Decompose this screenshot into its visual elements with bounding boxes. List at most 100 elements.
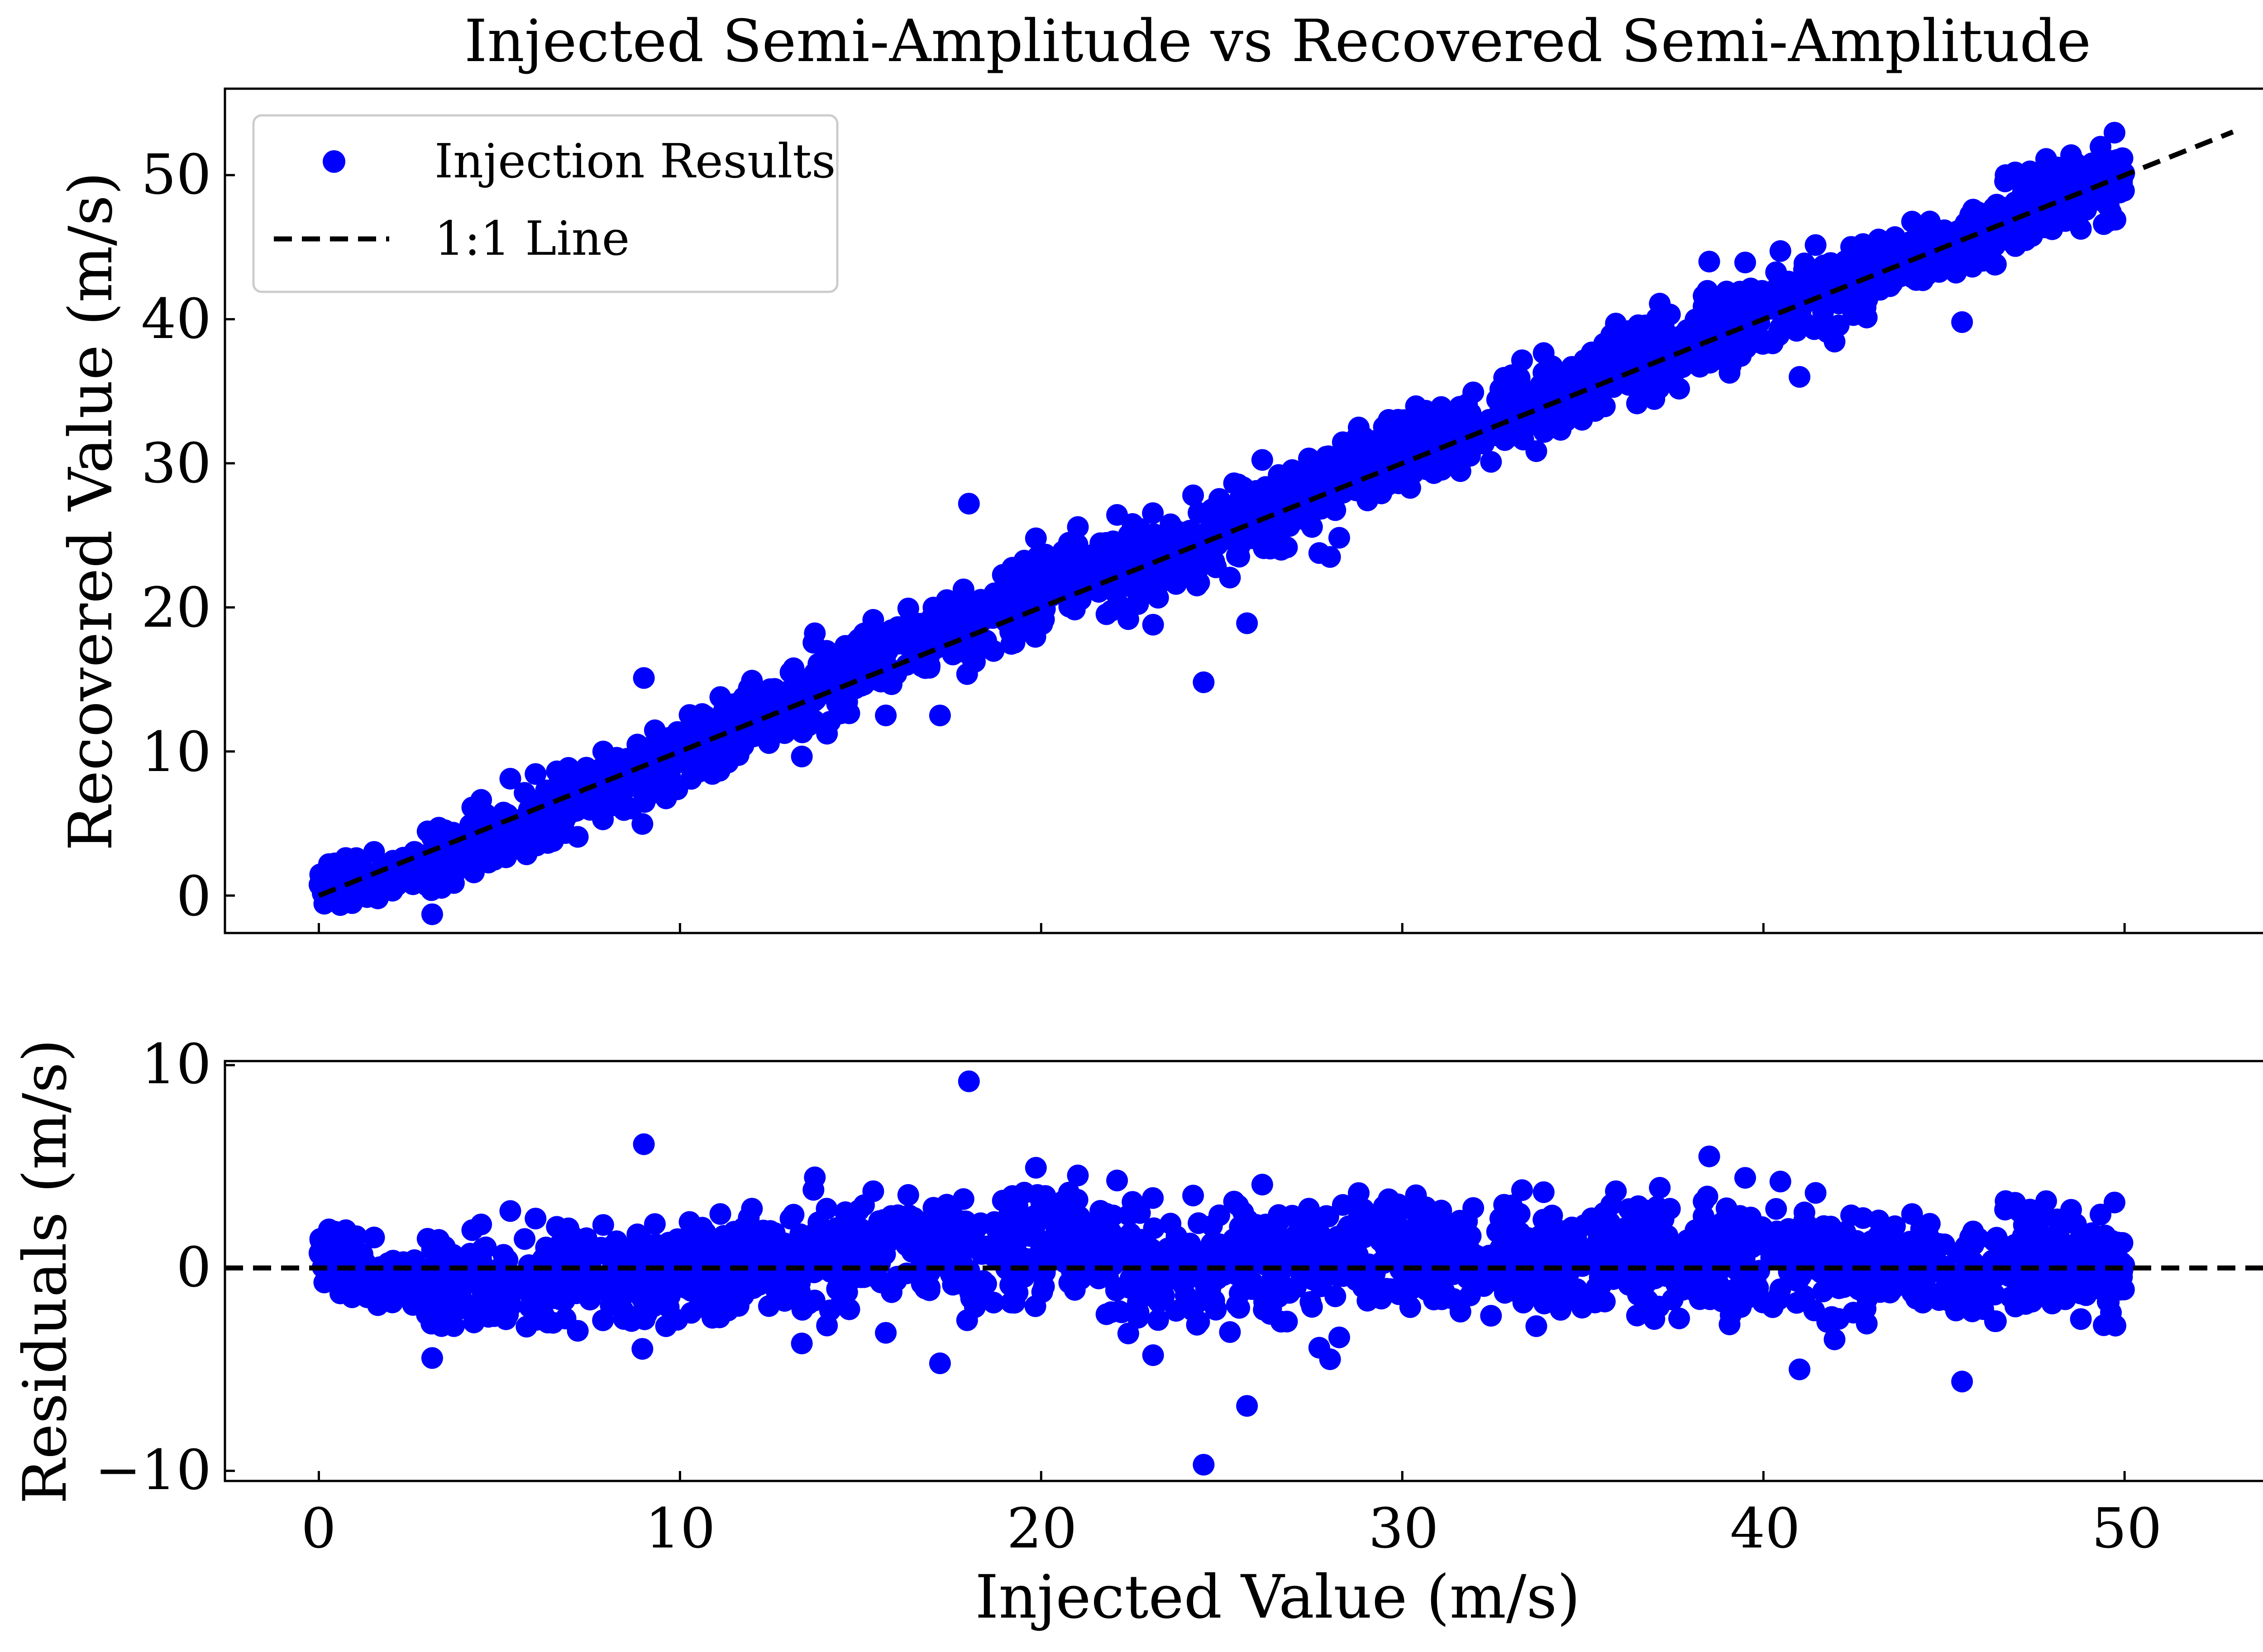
residual-point bbox=[1461, 1262, 1483, 1284]
residual-point bbox=[1188, 1311, 1210, 1333]
injection-point bbox=[2051, 207, 2073, 229]
injection-point bbox=[1106, 504, 1128, 526]
residual-point bbox=[1824, 1328, 1846, 1351]
residual-point bbox=[2102, 1274, 2124, 1296]
injection-point bbox=[1869, 279, 1891, 301]
injection-point bbox=[592, 740, 614, 762]
injection-point bbox=[2065, 152, 2087, 175]
residual-point bbox=[1962, 1233, 1985, 1256]
main-ytick-label: 0 bbox=[176, 864, 211, 928]
injection-point bbox=[1315, 446, 1337, 468]
residual-point bbox=[1580, 1207, 1603, 1229]
injection-point bbox=[1907, 260, 1929, 282]
residual-point bbox=[1986, 1227, 2008, 1249]
main-y-tick-labels: 0 10 20 30 40 50 bbox=[141, 143, 211, 928]
injection-point bbox=[609, 781, 631, 803]
residual-point bbox=[1867, 1209, 1890, 1232]
injection-point bbox=[919, 655, 941, 677]
injection-point bbox=[593, 786, 615, 808]
residual-point bbox=[1462, 1197, 1485, 1219]
injection-point bbox=[313, 893, 335, 915]
residual-point bbox=[1182, 1185, 1204, 1207]
injection-point bbox=[881, 630, 903, 652]
injection-point bbox=[1824, 330, 1846, 352]
injection-point bbox=[1661, 367, 1684, 389]
residual-point bbox=[1327, 1226, 1349, 1248]
injection-point bbox=[678, 704, 701, 726]
residual-point bbox=[1909, 1244, 1931, 1266]
main-plot-frame bbox=[224, 87, 2263, 934]
residual-point bbox=[1147, 1309, 1169, 1331]
injection-point bbox=[499, 824, 521, 846]
injection-point bbox=[1663, 328, 1685, 351]
residual-point bbox=[1251, 1174, 1273, 1195]
residual-point bbox=[554, 1290, 576, 1311]
injection-point bbox=[309, 864, 331, 886]
residual-point bbox=[1734, 1167, 1756, 1189]
residual-point bbox=[765, 1281, 788, 1302]
residual-point bbox=[1707, 1261, 1729, 1283]
injection-point bbox=[638, 774, 660, 796]
injection-point bbox=[1423, 462, 1445, 484]
residual-outlier-point bbox=[1193, 1454, 1215, 1476]
injection-point bbox=[1627, 377, 1649, 399]
residual-point bbox=[2075, 1284, 2097, 1306]
residual-point bbox=[1605, 1238, 1627, 1260]
injection-point bbox=[1984, 253, 2006, 276]
injection-point bbox=[1052, 540, 1074, 562]
residual-point bbox=[1399, 1296, 1421, 1318]
residual-panel: −10 0 10 Residuals (m/s) 0 10 20 30 40 5… bbox=[10, 1032, 2263, 1632]
injection-point bbox=[1135, 545, 1157, 567]
injection-point bbox=[1750, 284, 1772, 306]
residual-point bbox=[1745, 1271, 1767, 1293]
residual-point bbox=[1000, 1291, 1022, 1314]
residual-point bbox=[2048, 1220, 2070, 1242]
injection-point bbox=[1890, 265, 1911, 287]
injection-point bbox=[716, 749, 738, 771]
injection-point bbox=[1447, 411, 1469, 433]
injection-point bbox=[1108, 596, 1131, 618]
injection-point bbox=[348, 859, 370, 881]
residual-point bbox=[2093, 1314, 2115, 1336]
residual-point bbox=[1666, 1262, 1689, 1284]
residual-x-tick-labels: 0 10 20 30 40 50 bbox=[301, 1496, 2162, 1561]
residual-point bbox=[1480, 1304, 1502, 1327]
injection-point bbox=[1571, 409, 1593, 431]
residual-point bbox=[1750, 1221, 1772, 1243]
residual-point bbox=[1255, 1254, 1277, 1276]
residual-point bbox=[1268, 1204, 1290, 1226]
injection-point bbox=[1215, 527, 1237, 549]
residual-point bbox=[1842, 1302, 1864, 1324]
residual-point bbox=[2103, 1191, 2125, 1214]
residual-point bbox=[881, 1220, 903, 1243]
residual-point bbox=[1113, 1241, 1135, 1263]
injection-point bbox=[1696, 280, 1719, 302]
residual-axis-ticks bbox=[225, 1064, 2126, 1481]
injection-point bbox=[2093, 213, 2115, 235]
injection-point bbox=[1025, 527, 1047, 549]
residual-point bbox=[962, 1285, 984, 1308]
residual-point bbox=[613, 1308, 635, 1330]
residual-point bbox=[634, 1308, 656, 1330]
residual-outlier-point bbox=[958, 1070, 980, 1092]
main-y-axis-label: Recovered Value (m/s) bbox=[56, 172, 126, 851]
injection-point bbox=[1833, 290, 1855, 312]
injection-point bbox=[1909, 237, 1931, 259]
injection-point bbox=[1188, 571, 1210, 594]
injection-point bbox=[1506, 414, 1528, 437]
residual-point bbox=[1348, 1182, 1370, 1204]
residual-point bbox=[1661, 1289, 1684, 1311]
injection-point bbox=[499, 768, 521, 790]
residual-point bbox=[754, 1243, 777, 1265]
legend-label-injection-results: Injection Results bbox=[434, 133, 835, 189]
injection-point bbox=[1769, 316, 1791, 338]
injection-point bbox=[1270, 539, 1292, 561]
residual-point bbox=[1024, 1295, 1046, 1317]
residual-point bbox=[2049, 1237, 2072, 1259]
residual-outlier-point bbox=[1236, 1395, 1258, 1417]
residual-point bbox=[1300, 1239, 1322, 1261]
injection-point bbox=[732, 735, 754, 757]
xtick-label: 20 bbox=[1007, 1496, 1077, 1561]
injection-point bbox=[962, 643, 984, 666]
residual-point bbox=[1541, 1204, 1563, 1227]
